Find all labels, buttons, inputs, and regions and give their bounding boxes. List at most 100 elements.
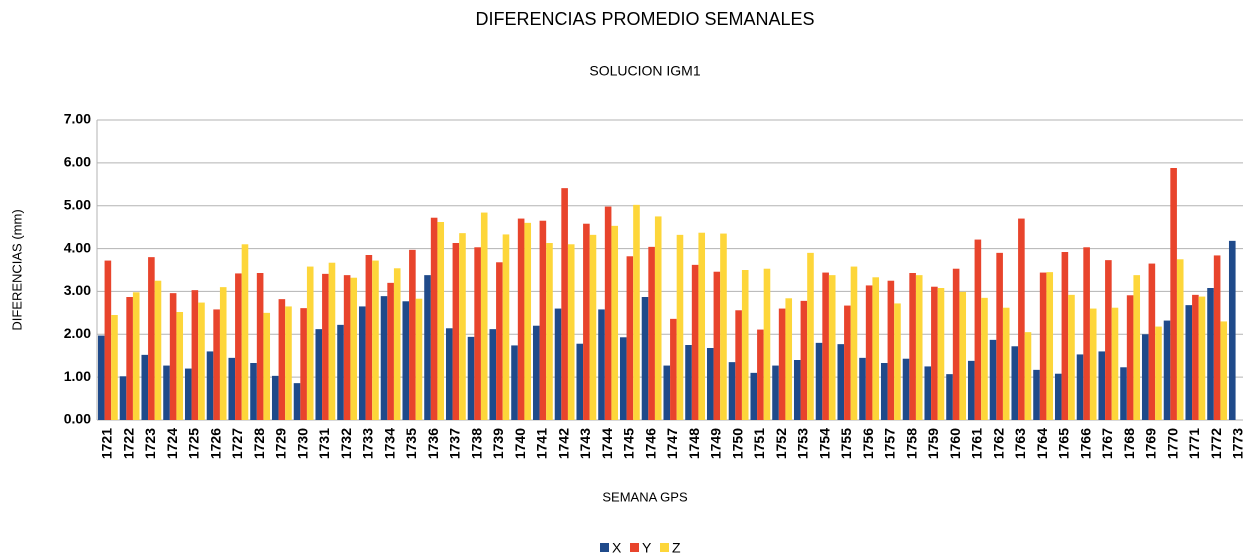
- x-tick-label: 1757: [882, 428, 898, 459]
- bar: [380, 296, 388, 420]
- bar: [554, 308, 562, 420]
- bar: [1141, 334, 1149, 420]
- y-tick-label: 5.00: [64, 196, 91, 212]
- bar: [387, 282, 394, 420]
- bar: [654, 216, 662, 420]
- x-tick-label: 1730: [294, 428, 310, 459]
- bar: [1213, 255, 1221, 420]
- x-tick-label: 1726: [207, 428, 223, 459]
- bar: [372, 260, 379, 420]
- bar: [561, 188, 568, 420]
- bar: [807, 252, 814, 420]
- bar: [691, 264, 699, 420]
- x-tick-label: 1769: [1143, 428, 1159, 459]
- bar: [757, 329, 764, 420]
- x-tick-label: 1768: [1121, 428, 1137, 459]
- x-tick-label: 1728: [251, 428, 267, 459]
- bar: [271, 375, 279, 420]
- bar: [306, 266, 314, 420]
- bar: [104, 260, 112, 420]
- bar: [402, 301, 410, 420]
- bar: [524, 222, 532, 420]
- bar: [198, 302, 205, 420]
- bar: [1148, 263, 1156, 420]
- bar: [184, 368, 192, 420]
- y-tick-label: 0.00: [64, 411, 91, 427]
- bar: [604, 206, 612, 420]
- bar: [322, 273, 329, 420]
- x-tick-label: 1763: [1012, 428, 1028, 459]
- bar: [598, 309, 605, 420]
- x-tick-label: 1721: [99, 428, 115, 459]
- y-tick-label: 4.00: [64, 239, 91, 255]
- bar: [337, 324, 344, 420]
- bar: [844, 305, 851, 420]
- bar: [720, 233, 727, 420]
- bar: [206, 351, 214, 420]
- x-tick-label: 1752: [773, 428, 789, 459]
- bar: [931, 286, 938, 420]
- bar: [154, 280, 162, 420]
- bar: [1033, 369, 1040, 420]
- bar: [685, 345, 692, 420]
- x-tick-label: 1732: [338, 428, 354, 459]
- bar: [611, 225, 619, 420]
- bar: [959, 291, 967, 420]
- bar: [909, 273, 916, 420]
- x-tick-label: 1772: [1208, 428, 1224, 459]
- bar: [358, 306, 366, 420]
- bar: [996, 252, 1003, 420]
- bar: [111, 315, 118, 420]
- bar: [1046, 272, 1054, 420]
- bar: [241, 244, 249, 420]
- bar: [437, 222, 445, 420]
- bar: [1002, 307, 1010, 420]
- legend-swatch: [660, 543, 669, 552]
- bar: [235, 273, 242, 420]
- bar: [763, 268, 771, 420]
- bar: [1185, 305, 1193, 420]
- bar: [778, 308, 786, 420]
- bar: [1076, 354, 1084, 420]
- x-tick-label: 1754: [816, 428, 832, 459]
- bar: [822, 272, 829, 420]
- bar: [430, 217, 438, 420]
- y-tick-label: 3.00: [64, 282, 91, 298]
- bar: [872, 277, 880, 420]
- x-tick-label: 1755: [838, 428, 854, 459]
- bar: [894, 303, 901, 420]
- bar: [489, 329, 497, 420]
- bar: [328, 262, 336, 420]
- bar: [285, 306, 292, 420]
- x-tick-label: 1753: [795, 428, 811, 459]
- bar: [315, 329, 323, 420]
- x-tick-label: 1767: [1099, 428, 1115, 459]
- bar: [1061, 252, 1069, 420]
- bar: [502, 234, 510, 420]
- x-tick-label: 1765: [1056, 428, 1072, 459]
- x-tick-label: 1748: [686, 428, 702, 459]
- bar: [815, 342, 823, 420]
- bar: [1155, 326, 1162, 420]
- bar: [859, 357, 866, 420]
- bar: [741, 270, 749, 420]
- y-tick-label: 2.00: [64, 325, 91, 341]
- bar: [169, 293, 177, 420]
- bar: [409, 249, 416, 420]
- bar: [393, 268, 401, 420]
- bar: [633, 204, 640, 420]
- bar: [213, 309, 220, 420]
- bar: [250, 363, 257, 420]
- legend-label: Z: [672, 540, 681, 556]
- bar: [176, 312, 184, 420]
- y-axis-title: DIFERENCIAS (mm): [9, 209, 24, 330]
- x-tick-label: 1766: [1077, 428, 1093, 459]
- bar: [424, 275, 431, 420]
- x-tick-label: 1758: [903, 428, 919, 459]
- x-tick-label: 1750: [729, 428, 745, 459]
- bar: [619, 337, 627, 420]
- x-tick-label: 1736: [425, 428, 441, 459]
- legend-swatch: [630, 543, 639, 552]
